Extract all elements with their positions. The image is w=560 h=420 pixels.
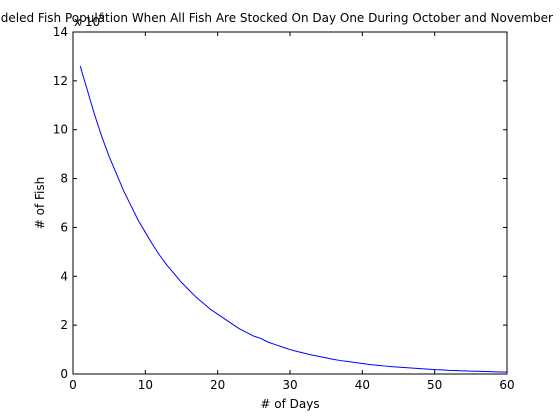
x-tick-label: 0	[69, 378, 77, 392]
y-tick-label: 4	[60, 269, 68, 283]
y-multiplier-base: x 10	[74, 15, 100, 29]
plot-area	[72, 31, 508, 375]
y-tick-label: 6	[60, 220, 68, 234]
y-axis-title: # of Fish	[33, 177, 47, 229]
y-tick-label: 12	[53, 74, 68, 88]
y-tick-label: 8	[60, 172, 68, 186]
series-line	[79, 66, 507, 373]
y-tick-label: 0	[60, 367, 68, 381]
y-axis-ticks: 0 2 4 6 8 10 12 14	[53, 25, 507, 381]
y-tick-label: 2	[60, 318, 68, 332]
x-tick-label: 40	[355, 378, 370, 392]
x-tick-label: 60	[499, 378, 514, 392]
x-tick-label: 30	[282, 378, 297, 392]
y-tick-label: 14	[53, 25, 68, 39]
x-tick-label: 50	[427, 378, 442, 392]
x-axis-title: # of Days	[260, 397, 319, 411]
x-tick-label: 10	[138, 378, 153, 392]
x-tick-label: 20	[210, 378, 225, 392]
series-layer	[79, 66, 507, 373]
chart-title: Modeled Fish Population When All Fish Ar…	[0, 11, 553, 25]
y-tick-label: 10	[53, 123, 68, 137]
y-axis-multiplier: x 10 6	[74, 12, 105, 29]
y-multiplier-exponent: 6	[99, 12, 105, 22]
